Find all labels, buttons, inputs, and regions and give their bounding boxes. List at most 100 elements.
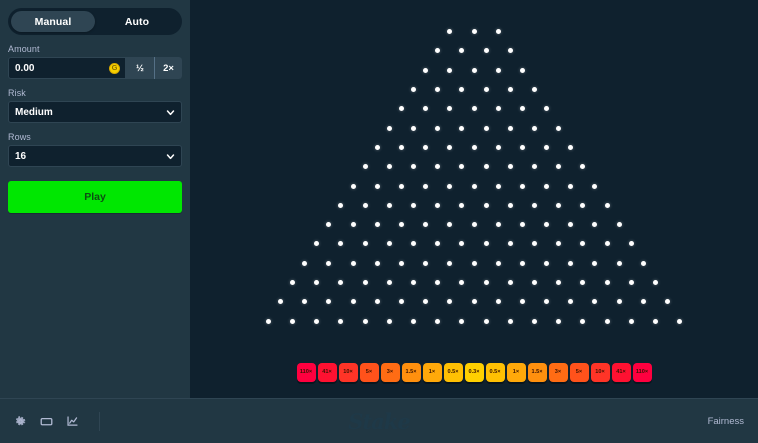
peg: [338, 318, 344, 324]
peg: [447, 222, 453, 228]
peg: [314, 280, 320, 285]
amount-half-button[interactable]: ½: [126, 57, 154, 79]
peg: [423, 299, 429, 305]
peg: [314, 318, 320, 324]
peg: [652, 280, 658, 285]
peg-row: [426, 41, 523, 60]
peg: [374, 222, 380, 228]
peg: [556, 164, 562, 170]
play-button[interactable]: Play: [8, 181, 182, 213]
peg: [495, 67, 501, 73]
peg-row: [317, 215, 631, 234]
peg: [265, 318, 271, 324]
peg: [314, 241, 320, 247]
multiplier-bucket: 5×: [569, 363, 589, 382]
peg: [531, 202, 537, 208]
peg: [616, 222, 622, 228]
peg: [398, 183, 404, 189]
peg: [483, 48, 489, 54]
peg: [580, 280, 586, 285]
peg: [362, 280, 368, 285]
peg: [531, 280, 537, 285]
stake-logo: Stake: [348, 408, 410, 434]
peg: [302, 299, 308, 305]
peg: [447, 29, 453, 35]
peg: [435, 87, 441, 93]
peg: [411, 125, 417, 131]
peg: [519, 222, 525, 228]
peg-row: [281, 273, 668, 292]
peg: [580, 164, 586, 170]
peg: [374, 144, 380, 150]
peg: [556, 318, 562, 324]
peg: [350, 260, 356, 266]
amount-input-wrapper[interactable]: G: [8, 57, 126, 79]
peg: [556, 241, 562, 247]
peg: [483, 280, 489, 285]
peg: [398, 144, 404, 150]
peg: [628, 280, 634, 285]
peg: [338, 202, 344, 208]
peg: [374, 260, 380, 266]
multiplier-bucket: 0.5×: [443, 363, 463, 382]
peg: [640, 260, 646, 266]
peg: [580, 202, 586, 208]
peg-row: [293, 254, 656, 273]
peg: [447, 183, 453, 189]
peg-row: [353, 157, 595, 176]
peg: [519, 260, 525, 266]
peg: [471, 222, 477, 228]
peg: [592, 299, 598, 305]
peg: [507, 164, 513, 170]
tab-manual[interactable]: Manual: [11, 11, 95, 32]
peg: [326, 260, 332, 266]
amount-double-button[interactable]: 2×: [154, 57, 182, 79]
multiplier-bucket: 3×: [380, 363, 400, 382]
peg: [386, 202, 392, 208]
peg: [544, 144, 550, 150]
peg: [519, 144, 525, 150]
peg: [362, 164, 368, 170]
rows-select[interactable]: 16: [8, 145, 182, 167]
amount-field-row: G ½ 2×: [8, 57, 182, 79]
multiplier-bucket: 5×: [359, 363, 379, 382]
peg-row: [414, 61, 535, 80]
statistics-icon[interactable]: [66, 415, 79, 428]
peg: [677, 318, 683, 324]
peg: [362, 241, 368, 247]
peg: [665, 299, 670, 305]
multiplier-bar: 110× 41× 10× 5× 3× 1.5× 1× 0.5× 0.3× 0.5× 1× 1.5× 3×…: [190, 363, 758, 382]
bet-controls-sidebar: Manual Auto Amount G ½ 2× Risk Medium: [0, 0, 190, 398]
peg: [592, 222, 598, 228]
peg: [616, 260, 622, 266]
chevron-down-icon: [166, 153, 175, 159]
peg: [628, 241, 634, 247]
plinko-board: 110× 41× 10× 5× 3× 1.5× 1× 0.5× 0.3× 0.5× 1× 1.5× 3×…: [190, 0, 758, 398]
amount-input[interactable]: [15, 62, 109, 74]
peg: [556, 202, 562, 208]
peg: [531, 125, 537, 131]
peg: [386, 241, 392, 247]
footer-divider: [99, 411, 100, 431]
multiplier-bucket: 110×: [296, 363, 316, 382]
tab-auto[interactable]: Auto: [95, 11, 179, 32]
peg: [290, 318, 296, 324]
display-icon[interactable]: [40, 415, 53, 428]
peg: [447, 299, 453, 305]
peg: [459, 125, 465, 131]
gear-icon[interactable]: [14, 415, 27, 428]
peg: [507, 87, 513, 93]
peg: [471, 299, 477, 305]
peg: [423, 106, 429, 112]
peg: [290, 280, 296, 285]
multiplier-bucket: 1.5×: [401, 363, 421, 382]
peg: [519, 183, 525, 189]
peg: [580, 318, 586, 324]
fairness-link[interactable]: Fairness: [707, 415, 744, 427]
risk-select[interactable]: Medium: [8, 101, 182, 123]
peg: [423, 144, 429, 150]
multiplier-bucket: 41×: [317, 363, 337, 382]
amount-label: Amount: [8, 44, 40, 54]
peg: [459, 241, 465, 247]
peg: [386, 280, 392, 285]
